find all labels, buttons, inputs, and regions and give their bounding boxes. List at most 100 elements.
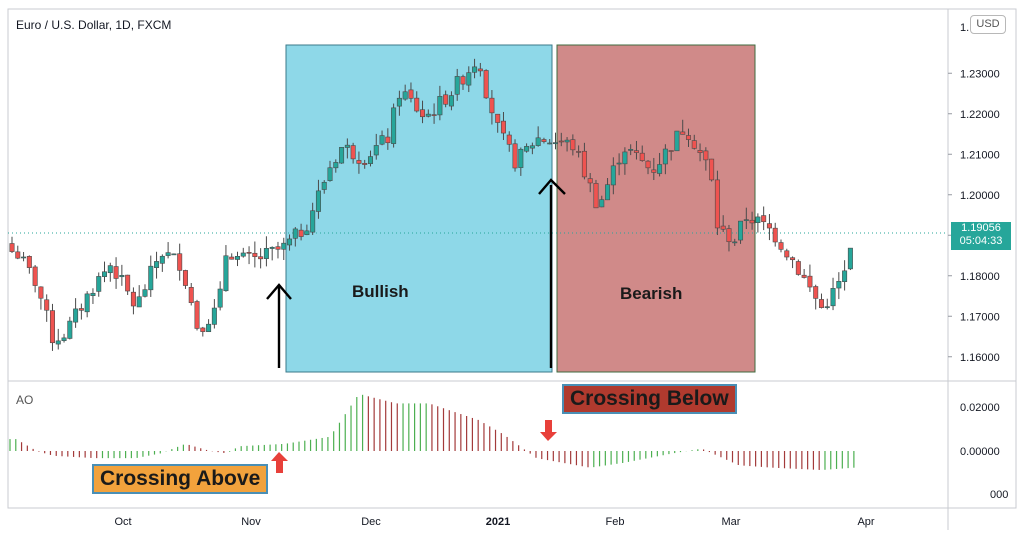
candle-body (801, 274, 807, 278)
candle-body (807, 275, 813, 288)
candle-body (315, 190, 321, 212)
candle-body (824, 306, 830, 308)
candle-body (182, 270, 188, 286)
candle-body (535, 137, 541, 146)
time-tick-label: 2021 (486, 516, 510, 528)
candle-body (697, 150, 703, 154)
candle-body (234, 256, 240, 260)
candle-body (391, 107, 397, 144)
candle-body (726, 228, 732, 243)
candle-body (761, 215, 767, 223)
candle-body (720, 225, 726, 230)
chart-frame (7, 8, 1017, 530)
candle-body (217, 288, 223, 308)
candle-body (275, 246, 281, 250)
candle-body (564, 139, 570, 143)
candle-body (680, 131, 686, 135)
candle-body (709, 158, 715, 181)
annotation-zones (285, 44, 756, 373)
time-tick-label: Oct (114, 516, 131, 528)
candle-body (703, 150, 709, 161)
candle-body (142, 289, 148, 297)
candle-body (148, 265, 154, 291)
candle-body (339, 147, 345, 164)
candle-body (136, 296, 142, 308)
candle-body (15, 251, 21, 259)
candle-body (529, 145, 535, 149)
candle-body (448, 95, 454, 107)
candle-body (495, 113, 501, 123)
candle-body (229, 256, 235, 260)
ao-tick-label: 000 (990, 489, 1008, 501)
price-tick-label: 1.17000 (960, 311, 1000, 323)
candle-body (541, 139, 547, 142)
candle-body (61, 337, 67, 341)
candle-body (714, 179, 720, 229)
candle-body (32, 266, 38, 286)
candle-body (766, 223, 772, 229)
candle-body (500, 120, 506, 134)
candle-body (818, 299, 824, 308)
last-price-tag: 1.19056 05:04:33 (951, 222, 1011, 250)
candle-body (639, 152, 645, 161)
candle-body (67, 320, 73, 339)
candle-body (645, 160, 651, 169)
candle-body (732, 241, 738, 244)
currency-badge[interactable]: USD (970, 15, 1006, 34)
candle-body (489, 97, 495, 114)
candle-body (691, 140, 697, 149)
candle-body (472, 66, 478, 73)
price-tick-label: 1.18000 (960, 271, 1000, 283)
candle-body (356, 160, 362, 164)
candle-body (651, 169, 657, 173)
candle-body (223, 255, 229, 292)
candle-body (396, 97, 402, 107)
candle-body (304, 230, 310, 236)
candle-body (738, 220, 744, 241)
candle-body (755, 216, 761, 224)
price-tick-label: 1.20000 (960, 190, 1000, 202)
candle-body (674, 130, 680, 152)
candle-body (102, 271, 108, 277)
candle-body (154, 261, 160, 269)
candle-body (553, 142, 559, 145)
ao-tick-label: 0.00000 (960, 446, 1000, 458)
candle-body (327, 167, 333, 181)
candle-body (269, 246, 275, 249)
candle-body (425, 113, 431, 117)
bullish-zone-label: Bullish (352, 282, 409, 301)
candle-body (662, 148, 668, 165)
time-tick-label: Feb (606, 516, 625, 528)
candle-body (593, 183, 599, 209)
candle-body (9, 243, 15, 252)
candle-body (49, 310, 55, 344)
candle-body (73, 308, 79, 323)
candle-body (524, 146, 530, 152)
time-tick-label: Apr (857, 516, 874, 528)
candle-body (847, 247, 853, 270)
candle-body (281, 242, 287, 250)
candle-body (587, 178, 593, 184)
candle-body (373, 145, 379, 156)
candle-body (518, 148, 524, 168)
candle-body (211, 307, 217, 325)
candle-body (657, 164, 663, 174)
ao-tick-label: 0.02000 (960, 402, 1000, 414)
candle-body (605, 184, 611, 201)
candle-body (385, 136, 391, 144)
candle-body (298, 229, 304, 237)
candle-body (344, 144, 350, 148)
candle-body (784, 250, 790, 258)
candle-body (38, 286, 44, 299)
candle-body (113, 266, 119, 279)
candle-body (333, 162, 339, 169)
crossing-above-arrow (271, 452, 288, 473)
candle-body (21, 256, 27, 259)
candle-body (96, 276, 102, 292)
candle-body (431, 114, 437, 116)
candle-body (194, 301, 200, 329)
annotation-arrows (266, 178, 566, 473)
candle-body (749, 219, 755, 224)
candle-body (408, 89, 414, 99)
